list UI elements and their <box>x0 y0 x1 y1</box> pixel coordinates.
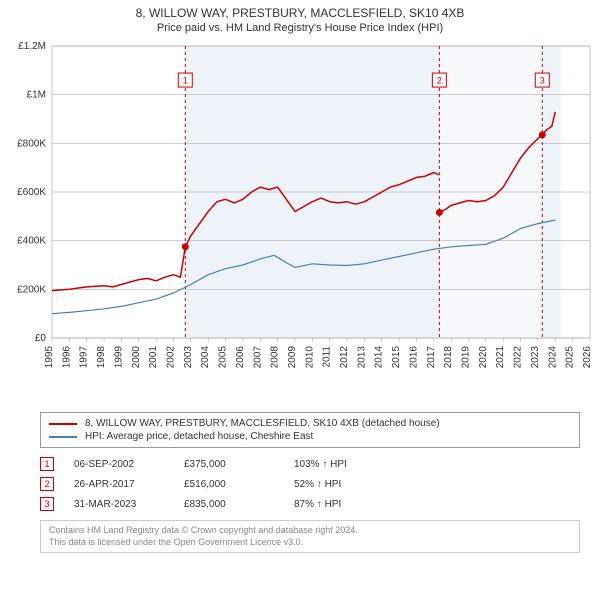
svg-text:2009: 2009 <box>287 346 298 369</box>
event-price: £835,000 <box>184 499 294 510</box>
svg-text:2010: 2010 <box>304 346 315 369</box>
svg-text:2018: 2018 <box>443 346 454 369</box>
chart-area: £0 £200K £400K £600K £800K £1M £1.2M 1995 1996 19… <box>0 38 600 406</box>
legend-item: 8, WILLOW WAY, PRESTBURY, MACCLESFIELD, … <box>49 417 571 430</box>
svg-text:2005: 2005 <box>218 346 229 369</box>
attribution-footer: Contains HM Land Registry data © Crown c… <box>40 520 580 553</box>
svg-text:£800K: £800K <box>17 138 46 149</box>
event-marker: 1 <box>40 457 54 471</box>
svg-text:2003: 2003 <box>183 346 194 369</box>
footer-line-1: Contains HM Land Registry data © Crown c… <box>49 525 571 537</box>
svg-text:2023: 2023 <box>530 346 541 369</box>
events-table: 1 06-SEP-2002£375,000103% ↑ HPI 2 26-APR-20… <box>40 454 580 514</box>
svg-text:1999: 1999 <box>113 346 124 369</box>
event-row: 3 31-MAR-2023£835,00087% ↑ HPI <box>40 494 580 514</box>
svg-text:2007: 2007 <box>252 346 263 369</box>
svg-text:2025: 2025 <box>565 346 576 369</box>
event-date: 06-SEP-2002 <box>74 459 184 470</box>
svg-text:2001: 2001 <box>148 346 159 369</box>
event-pct: 52% ↑ HPI <box>294 479 404 490</box>
svg-text:1997: 1997 <box>79 346 90 369</box>
legend-item: HPI: Average price, detached house, Ches… <box>49 430 571 443</box>
event-row: 2 26-APR-2017£516,00052% ↑ HPI <box>40 474 580 494</box>
svg-text:£600K: £600K <box>17 187 46 198</box>
svg-text:2017: 2017 <box>426 346 437 369</box>
svg-text:2004: 2004 <box>200 346 211 369</box>
event-price: £516,000 <box>184 479 294 490</box>
chart-svg: £0 £200K £400K £600K £800K £1M £1.2M 1995 1996 19… <box>0 38 600 406</box>
svg-text:2002: 2002 <box>165 346 176 369</box>
svg-text:2006: 2006 <box>235 346 246 369</box>
svg-text:2012: 2012 <box>339 346 350 369</box>
svg-text:£1M: £1M <box>27 90 46 101</box>
footer-line-2: This data is licensed under the Open Gov… <box>49 537 571 549</box>
chart-title: 8, WILLOW WAY, PRESTBURY, MACCLESFIELD, … <box>0 0 600 20</box>
svg-text:1995: 1995 <box>44 346 55 369</box>
svg-text:2011: 2011 <box>322 346 333 368</box>
svg-text:2013: 2013 <box>356 346 367 369</box>
svg-text:1998: 1998 <box>96 346 107 369</box>
svg-text:1: 1 <box>183 76 188 86</box>
svg-text:2014: 2014 <box>374 346 385 369</box>
svg-text:2019: 2019 <box>461 346 472 369</box>
event-pct: 87% ↑ HPI <box>294 499 404 510</box>
event-pct: 103% ↑ HPI <box>294 459 404 470</box>
legend-label: HPI: Average price, detached house, Ches… <box>85 431 313 442</box>
svg-text:1996: 1996 <box>61 346 72 369</box>
legend-swatch <box>49 423 77 425</box>
svg-text:£200K: £200K <box>17 284 46 295</box>
svg-text:2022: 2022 <box>513 346 524 369</box>
svg-text:£400K: £400K <box>17 236 46 247</box>
legend-label: 8, WILLOW WAY, PRESTBURY, MACCLESFIELD, … <box>85 418 440 429</box>
svg-text:3: 3 <box>540 76 545 86</box>
svg-text:2016: 2016 <box>408 346 419 369</box>
legend: 8, WILLOW WAY, PRESTBURY, MACCLESFIELD, … <box>40 412 580 448</box>
svg-text:2: 2 <box>437 76 442 86</box>
svg-text:2015: 2015 <box>391 346 402 369</box>
svg-text:£0: £0 <box>35 333 47 344</box>
svg-text:2024: 2024 <box>547 346 558 369</box>
legend-swatch <box>49 436 77 438</box>
chart-subtitle: Price paid vs. HM Land Registry's House … <box>0 20 600 38</box>
event-row: 1 06-SEP-2002£375,000103% ↑ HPI <box>40 454 580 474</box>
svg-text:2026: 2026 <box>582 346 593 369</box>
svg-text:£1.2M: £1.2M <box>18 41 46 52</box>
svg-text:2020: 2020 <box>478 346 489 369</box>
svg-text:2008: 2008 <box>270 346 281 369</box>
svg-text:2000: 2000 <box>131 346 142 369</box>
event-date: 31-MAR-2023 <box>74 499 184 510</box>
event-marker: 3 <box>40 497 54 511</box>
event-marker: 2 <box>40 477 54 491</box>
event-price: £375,000 <box>184 459 294 470</box>
event-date: 26-APR-2017 <box>74 479 184 490</box>
svg-text:2021: 2021 <box>495 346 506 369</box>
